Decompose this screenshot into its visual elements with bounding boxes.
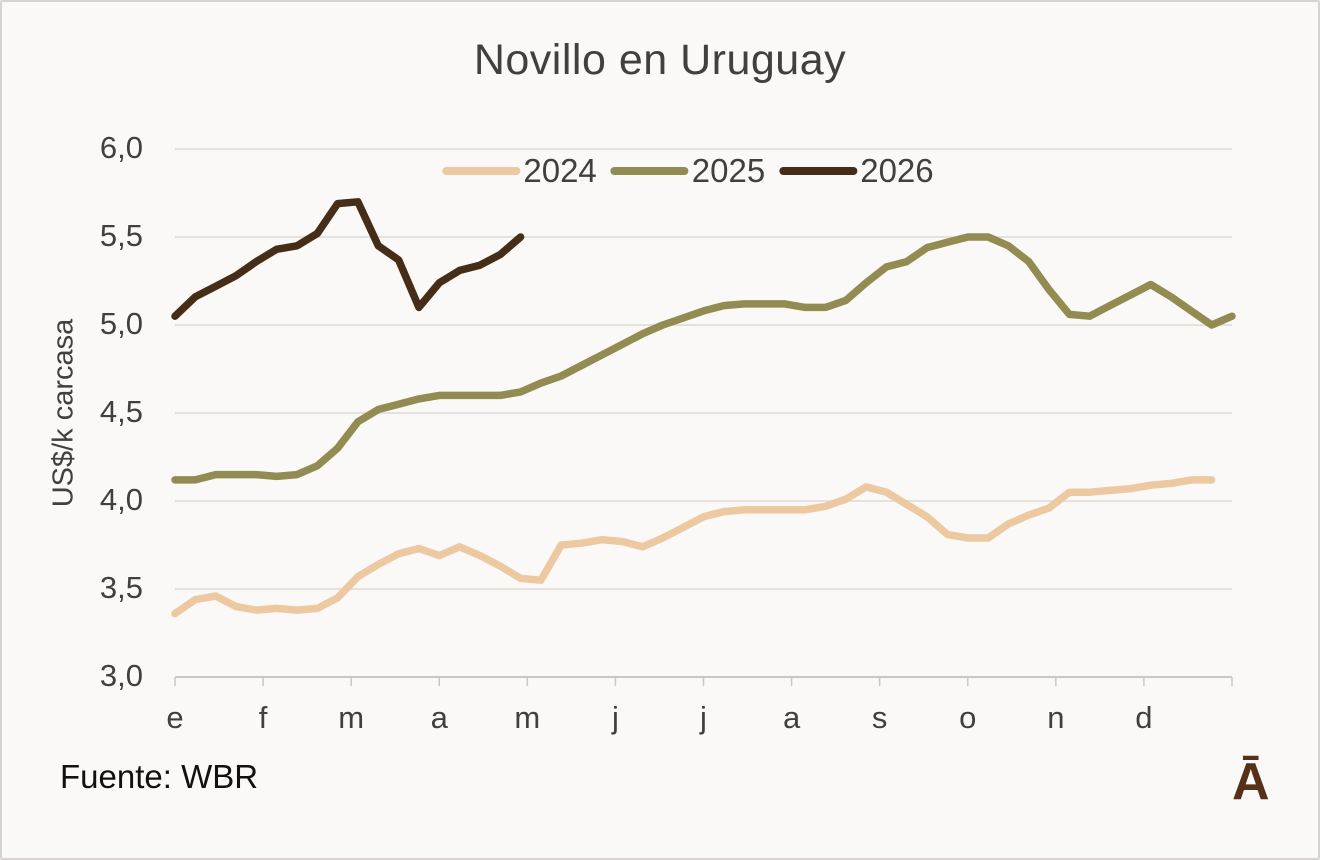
- y-tick-label: 4,0: [99, 482, 143, 517]
- legend-label: 2024: [523, 152, 597, 189]
- source-note: Fuente: WBR: [60, 758, 259, 795]
- legend-label: 2025: [691, 152, 766, 189]
- legend-item-2025: 2025: [610, 152, 766, 190]
- x-tick-label: m: [514, 700, 541, 735]
- x-tick-label: m: [338, 700, 365, 735]
- legend-label: 2026: [860, 152, 934, 189]
- series-line-2024: [171, 476, 1216, 618]
- x-tick-label: a: [430, 700, 448, 735]
- x-tick-label: s: [871, 700, 888, 735]
- x-tick-label: n: [1047, 700, 1065, 735]
- x-tick-label: j: [700, 700, 707, 735]
- x-tick-label: a: [782, 700, 801, 735]
- x-tick-label: f: [258, 700, 268, 735]
- legend-item-2026: 2026: [779, 152, 934, 190]
- legend-swatch-2024: [442, 167, 521, 175]
- brand-logo: Ā: [1232, 753, 1270, 811]
- y-tick-label: 4,5: [99, 394, 143, 429]
- x-tick-label: e: [166, 700, 184, 735]
- x-tick-label: o: [959, 700, 977, 735]
- legend-item-2024: 2024: [442, 152, 597, 190]
- x-tick-label: j: [611, 700, 619, 735]
- chart-legend: 2024 2025 2026: [435, 152, 940, 190]
- y-tick-label: 3,5: [99, 570, 143, 605]
- chart-title: Novillo en Uruguay: [473, 36, 847, 84]
- y-tick-label: 6,0: [99, 130, 143, 165]
- x-tick-label: d: [1135, 700, 1153, 735]
- series-line-2026: [171, 198, 525, 320]
- y-tick-label: 5,5: [99, 218, 143, 253]
- y-tick-label: 5,0: [99, 306, 143, 341]
- y-tick-label: 3,0: [99, 658, 143, 693]
- legend-swatch-2026: [779, 167, 858, 175]
- series-line-2025: [171, 233, 1236, 484]
- legend-swatch-2025: [610, 167, 689, 175]
